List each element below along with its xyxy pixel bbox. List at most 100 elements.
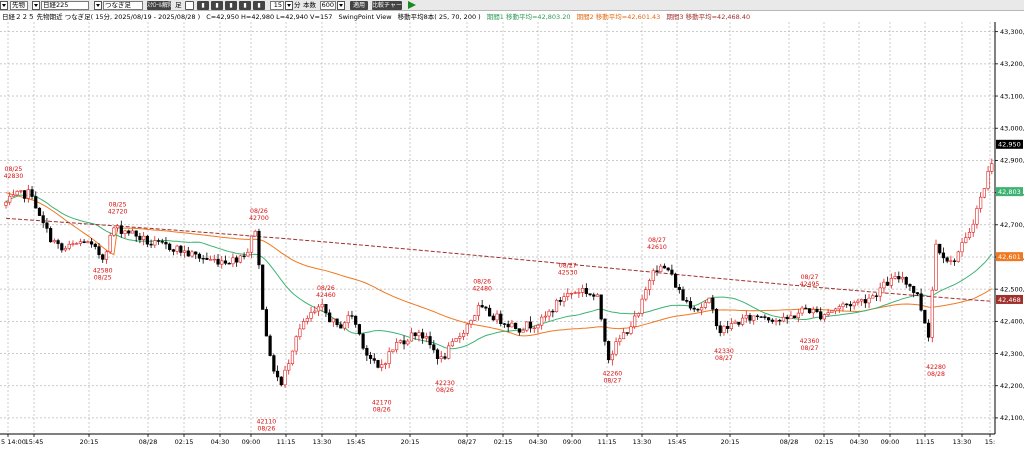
bars-dropdown-icon[interactable] (337, 1, 345, 10)
product-dropdown-icon[interactable] (0, 1, 8, 10)
candle-body (469, 320, 473, 325)
candle-body (357, 324, 362, 335)
y-tick-label: 42,700,000 (1000, 221, 1024, 229)
candle-body (220, 260, 224, 265)
candle-body (491, 315, 495, 321)
candle-body (673, 273, 678, 288)
candle-body (666, 267, 670, 271)
price-tag-bg (996, 187, 1023, 197)
candle-body (127, 230, 131, 234)
candle-body (912, 286, 916, 293)
candle-body (700, 307, 704, 311)
candle-body (848, 304, 853, 307)
contract-dropdown-icon[interactable] (94, 1, 102, 10)
candle-body (86, 241, 90, 244)
period-input[interactable]: 15 (270, 1, 284, 10)
candle-body (819, 311, 823, 320)
candle-body (30, 189, 34, 197)
monthly-bar-button[interactable]: ▮ (225, 1, 237, 10)
swing-price-label: 42830 (4, 173, 24, 180)
candle-body (402, 340, 406, 345)
candle-body (926, 322, 931, 338)
candle-body (160, 241, 164, 243)
candle-body (149, 243, 153, 246)
candle-body (52, 240, 56, 243)
swing-price-label: 42700 (249, 215, 269, 222)
candle-body (41, 215, 45, 224)
y-tick-label: 43,200,000 (1000, 60, 1024, 68)
weekly-bar-button[interactable]: ▮ (211, 1, 223, 10)
candle-body (986, 171, 990, 189)
apply-button[interactable]: 適用 (350, 1, 368, 10)
candle-body (249, 235, 254, 253)
candle-body (919, 293, 923, 311)
candle-body (487, 307, 492, 317)
candle-body (182, 250, 187, 253)
candle-body (830, 310, 834, 314)
candle-body (845, 303, 849, 306)
product-select[interactable]: 先物 (10, 1, 28, 10)
candle-body (316, 306, 321, 312)
candle-body (696, 308, 700, 311)
candle-body (175, 245, 179, 252)
candle-body (722, 325, 726, 334)
candle-body (886, 281, 890, 286)
index-select[interactable]: 日経225 (41, 1, 89, 10)
candle-body (82, 241, 86, 244)
price-tag-bg (996, 139, 1023, 149)
scroll-lock-button[interactable]: ｽｸﾛｰﾙ解除 (147, 1, 171, 10)
candle-body (599, 294, 603, 320)
candle-body (246, 251, 250, 257)
tick-bar-button[interactable] (185, 1, 194, 10)
swing-date-label: 42580 (93, 267, 113, 274)
candle-body (543, 315, 547, 318)
candle-body (168, 243, 172, 250)
candlestick-chart[interactable]: 08/254283008/25427204258008/2508/2642700… (0, 22, 1024, 449)
hour-bar-button[interactable]: ▮ (253, 1, 265, 10)
candle-body (975, 208, 979, 225)
ohlc-readout: C=42,950 H=42,980 L=42,940 V=157 (206, 13, 333, 21)
y-tick-label: 42,400,000 (1000, 318, 1024, 326)
swing-date-label: 42330 (714, 348, 734, 355)
candle-body (971, 223, 975, 233)
candle-body (398, 340, 402, 343)
price-tag-label: 42,950 (998, 141, 1021, 149)
contract-select[interactable]: つなぎ足 (103, 1, 143, 10)
x-tick-label: 20:15 (721, 438, 740, 446)
candle-body (424, 336, 428, 339)
minute-bar-button[interactable]: ▮ (239, 1, 251, 10)
compare-chart-button[interactable]: 比較チャート (372, 1, 402, 10)
candle-body (335, 318, 339, 325)
candle-body (275, 370, 280, 378)
candle-body (930, 289, 934, 338)
candle-body (71, 243, 75, 245)
candle-body (856, 300, 860, 303)
daily-bar-button[interactable]: ▮ (197, 1, 209, 10)
x-tick-label: 15:45 (668, 438, 687, 446)
swing-price-label: 42530 (558, 270, 578, 277)
candle-body (755, 315, 760, 318)
candle-body (461, 332, 466, 337)
x-tick-label: 15:45 (25, 438, 44, 446)
candle-body (603, 318, 607, 342)
x-tick-label: 11:15 (598, 438, 617, 446)
candle-body (320, 304, 324, 308)
swing-price-label: 08/27 (603, 377, 621, 384)
bars-input[interactable]: 600 (320, 1, 336, 10)
candle-body (793, 315, 797, 319)
candle-body (852, 302, 856, 307)
x-tick-label: 15:45 (347, 438, 366, 446)
x-tick-label: 5 14:00 (1, 438, 26, 446)
candle-body (465, 323, 469, 334)
candle-body (744, 315, 748, 319)
candle-body (394, 342, 399, 351)
x-tick-label: 09:00 (881, 438, 900, 446)
candle-body (711, 297, 715, 310)
candle-body (339, 324, 343, 329)
candle-body (740, 317, 745, 325)
candle-body (878, 287, 882, 297)
flag-icon[interactable] (408, 1, 416, 9)
index-dropdown-icon[interactable] (32, 1, 40, 10)
candle-body (376, 360, 380, 368)
period-dropdown-icon[interactable] (285, 1, 293, 10)
